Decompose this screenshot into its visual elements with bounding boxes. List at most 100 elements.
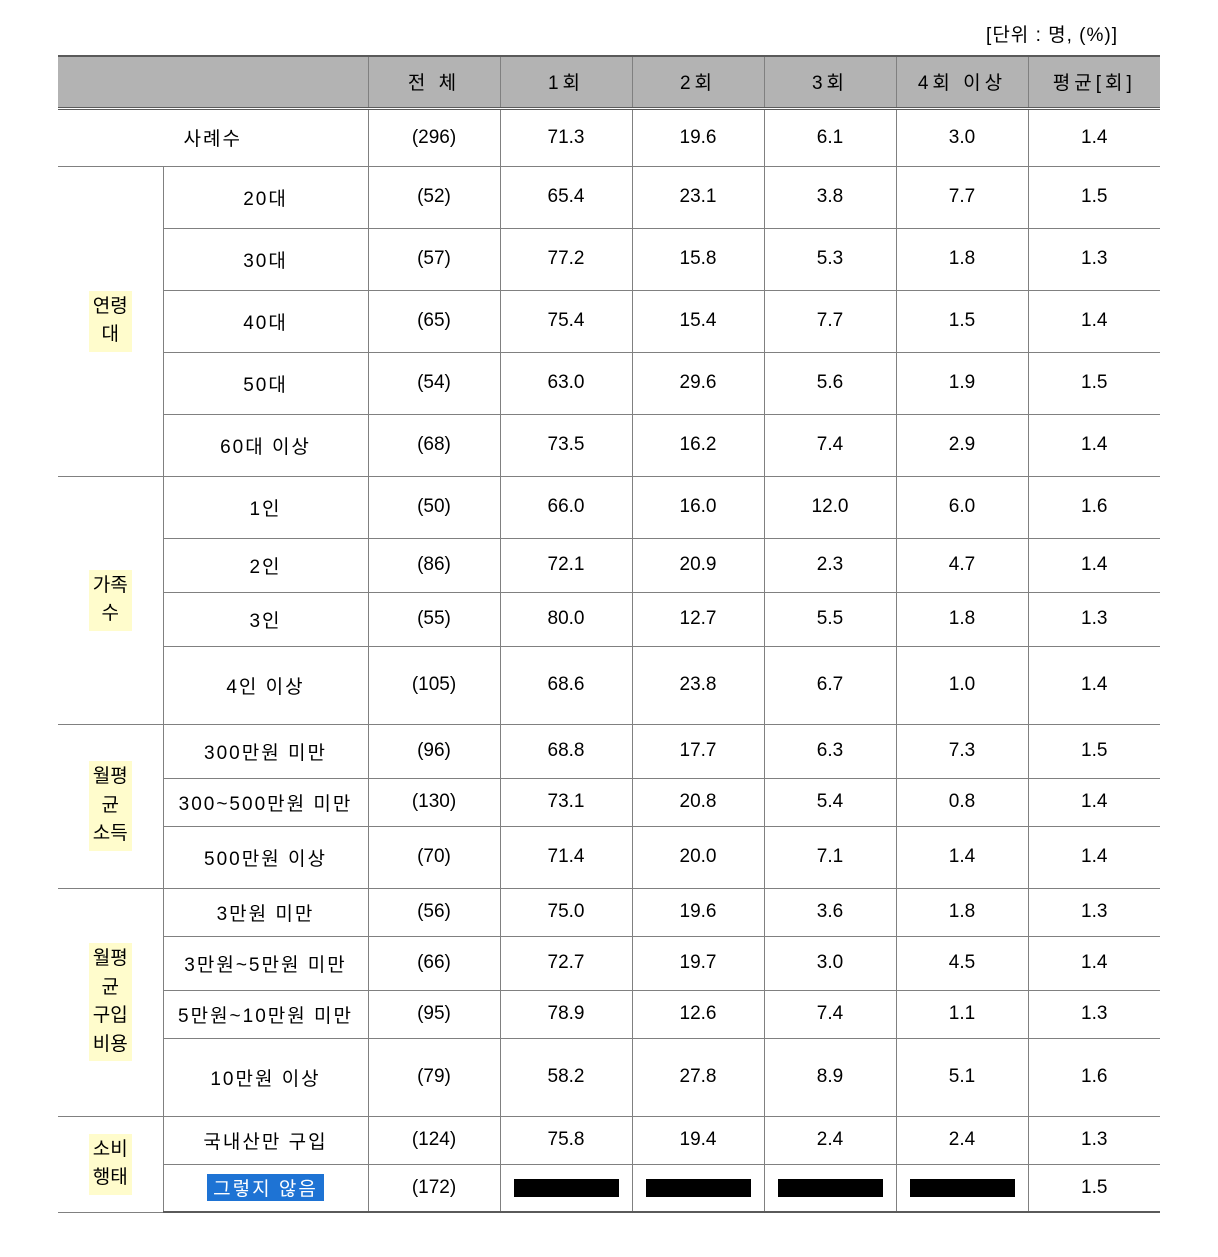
cell-avg: 1.3: [1028, 228, 1160, 290]
cell-c3: 7.1: [764, 826, 896, 888]
table-row: 10만원 이상 (79) 58.2 27.8 8.9 5.1 1.6: [58, 1038, 1160, 1116]
cell-c1: 73.5: [500, 414, 632, 476]
cell-c2: 12.7: [632, 592, 764, 646]
cell-c4: 4.5: [896, 936, 1028, 990]
cell-c2: 20.0: [632, 826, 764, 888]
cell-c3: 3.0: [764, 936, 896, 990]
sub-label: 3인: [163, 592, 368, 646]
redacted-value: [646, 1179, 751, 1197]
cell-total: (79): [368, 1038, 500, 1116]
category-label: 월평균구입비용: [89, 943, 132, 1061]
sub-label: 60대 이상: [163, 414, 368, 476]
table-row: 3만원~5만원 미만 (66) 72.7 19.7 3.0 4.5 1.4: [58, 936, 1160, 990]
cell-avg: 1.4: [1028, 826, 1160, 888]
cell-avg: 1.4: [1028, 538, 1160, 592]
cell-c4: 1.0: [896, 646, 1028, 724]
cell-c3: 5.5: [764, 592, 896, 646]
cell-c1: 77.2: [500, 228, 632, 290]
data-table: 전 체 1회 2회 3회 4회 이상 평균[회] 사례수 (296) 71.3 …: [58, 55, 1160, 1213]
cell-c1: 75.8: [500, 1116, 632, 1164]
cell-total: (70): [368, 826, 500, 888]
header-c4: 4회 이상: [896, 56, 1028, 108]
cell-c1: 72.7: [500, 936, 632, 990]
cell-avg: 1.4: [1028, 414, 1160, 476]
cell-total: (68): [368, 414, 500, 476]
cell-c1: [500, 1164, 632, 1212]
category-label: 월평균소득: [89, 761, 132, 851]
cell-c4: 1.8: [896, 592, 1028, 646]
cell-c2: 27.8: [632, 1038, 764, 1116]
cell-c2: 20.9: [632, 538, 764, 592]
table-row: 500만원 이상 (70) 71.4 20.0 7.1 1.4 1.4: [58, 826, 1160, 888]
cases-c3: 6.1: [764, 108, 896, 166]
cases-avg: 1.4: [1028, 108, 1160, 166]
cell-c3: 2.4: [764, 1116, 896, 1164]
cell-avg: 1.6: [1028, 476, 1160, 538]
table-row: 4인 이상 (105) 68.6 23.8 6.7 1.0 1.4: [58, 646, 1160, 724]
cell-avg: 1.5: [1028, 1164, 1160, 1212]
cell-avg: 1.3: [1028, 888, 1160, 936]
cases-c1: 71.3: [500, 108, 632, 166]
cell-c3: [764, 1164, 896, 1212]
cell-c4: [896, 1164, 1028, 1212]
cell-avg: 1.4: [1028, 646, 1160, 724]
cell-c1: 73.1: [500, 778, 632, 826]
cell-c4: 1.8: [896, 228, 1028, 290]
cell-c2: 19.4: [632, 1116, 764, 1164]
cell-total: (57): [368, 228, 500, 290]
cell-c2: 15.8: [632, 228, 764, 290]
cell-c3: 7.4: [764, 990, 896, 1038]
cell-c4: 2.9: [896, 414, 1028, 476]
cell-total: (55): [368, 592, 500, 646]
cell-c3: 3.6: [764, 888, 896, 936]
cell-c1: 68.8: [500, 724, 632, 778]
cell-c4: 6.0: [896, 476, 1028, 538]
cell-c3: 7.7: [764, 290, 896, 352]
cell-c1: 66.0: [500, 476, 632, 538]
cell-c2: [632, 1164, 764, 1212]
cell-c2: 17.7: [632, 724, 764, 778]
cell-c3: 8.9: [764, 1038, 896, 1116]
cell-avg: 1.3: [1028, 1116, 1160, 1164]
cell-c2: 20.8: [632, 778, 764, 826]
cell-avg: 1.4: [1028, 778, 1160, 826]
cell-total: (54): [368, 352, 500, 414]
cell-avg: 1.6: [1028, 1038, 1160, 1116]
cases-c4: 3.0: [896, 108, 1028, 166]
cell-avg: 1.3: [1028, 990, 1160, 1038]
sub-label-highlight: 그렇지 않음: [207, 1174, 324, 1201]
cell-c2: 19.6: [632, 888, 764, 936]
category-cell: 월평균소득: [58, 724, 163, 888]
cell-c2: 16.2: [632, 414, 764, 476]
cell-c2: 23.1: [632, 166, 764, 228]
cell-c4: 0.8: [896, 778, 1028, 826]
cell-c1: 63.0: [500, 352, 632, 414]
cell-c2: 15.4: [632, 290, 764, 352]
sub-label: 그렇지 않음: [163, 1164, 368, 1212]
cell-c2: 23.8: [632, 646, 764, 724]
cell-c4: 4.7: [896, 538, 1028, 592]
header-c3: 3회: [764, 56, 896, 108]
table-row: 월평균구입비용 3만원 미만 (56) 75.0 19.6 3.6 1.8 1.…: [58, 888, 1160, 936]
table-row: 60대 이상 (68) 73.5 16.2 7.4 2.9 1.4: [58, 414, 1160, 476]
cases-c2: 19.6: [632, 108, 764, 166]
cell-total: (124): [368, 1116, 500, 1164]
table-row: 가족수 1인 (50) 66.0 16.0 12.0 6.0 1.6: [58, 476, 1160, 538]
category-cell: 월평균구입비용: [58, 888, 163, 1116]
category-cell: 소비행태: [58, 1116, 163, 1212]
header-row: 전 체 1회 2회 3회 4회 이상 평균[회]: [58, 56, 1160, 108]
redacted-value: [514, 1179, 619, 1197]
cell-c4: 7.7: [896, 166, 1028, 228]
cell-c4: 2.4: [896, 1116, 1028, 1164]
cell-c4: 1.1: [896, 990, 1028, 1038]
sub-label: 30대: [163, 228, 368, 290]
cell-total: (96): [368, 724, 500, 778]
cell-c3: 5.4: [764, 778, 896, 826]
sub-label: 4인 이상: [163, 646, 368, 724]
cell-c1: 80.0: [500, 592, 632, 646]
cell-total: (66): [368, 936, 500, 990]
category-label: 가족수: [89, 570, 132, 631]
sub-label: 10만원 이상: [163, 1038, 368, 1116]
table-row: 5만원~10만원 미만 (95) 78.9 12.6 7.4 1.1 1.3: [58, 990, 1160, 1038]
sub-label: 20대: [163, 166, 368, 228]
